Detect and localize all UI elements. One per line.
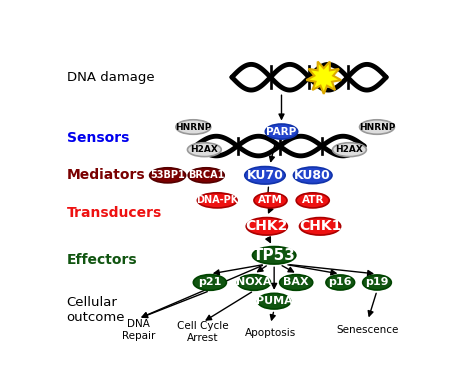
Text: TP53: TP53 — [253, 248, 296, 263]
Ellipse shape — [245, 167, 285, 184]
Text: Cellular
outcome: Cellular outcome — [66, 296, 125, 324]
Ellipse shape — [246, 218, 287, 235]
Text: Transducers: Transducers — [66, 206, 162, 220]
Text: HNRNP: HNRNP — [175, 123, 211, 132]
Ellipse shape — [293, 167, 332, 183]
Text: 53BP1: 53BP1 — [150, 170, 185, 180]
Text: Cell Cycle
Arrest: Cell Cycle Arrest — [177, 321, 228, 343]
Text: Sensors: Sensors — [66, 131, 129, 145]
Text: HNRNP: HNRNP — [359, 123, 395, 132]
Text: CHK1: CHK1 — [299, 220, 341, 233]
Text: BRCA1: BRCA1 — [188, 170, 224, 180]
Ellipse shape — [176, 120, 211, 134]
Ellipse shape — [253, 247, 296, 264]
Text: Apoptosis: Apoptosis — [245, 328, 296, 338]
Text: p16: p16 — [328, 278, 352, 287]
Ellipse shape — [254, 193, 287, 208]
Text: H2AX: H2AX — [191, 145, 219, 154]
Text: BAX: BAX — [283, 278, 309, 287]
Text: p19: p19 — [365, 278, 389, 287]
Text: KU70: KU70 — [246, 169, 283, 182]
Ellipse shape — [296, 193, 329, 208]
Ellipse shape — [300, 218, 341, 235]
Text: Effectors: Effectors — [66, 253, 137, 267]
Text: ATR: ATR — [301, 195, 324, 205]
Ellipse shape — [326, 275, 355, 290]
Text: ATM: ATM — [258, 195, 283, 205]
Text: DNA-PK: DNA-PK — [196, 195, 238, 205]
Text: NOXA: NOXA — [236, 278, 272, 287]
Ellipse shape — [363, 275, 392, 290]
Ellipse shape — [258, 293, 291, 309]
Ellipse shape — [188, 168, 224, 183]
Ellipse shape — [150, 168, 186, 183]
Text: PARP: PARP — [266, 127, 297, 136]
Text: CHK2: CHK2 — [246, 220, 288, 233]
Ellipse shape — [197, 193, 237, 208]
Text: Mediators: Mediators — [66, 168, 145, 182]
Ellipse shape — [360, 120, 394, 134]
Text: PUMA: PUMA — [256, 296, 292, 306]
Text: KU80: KU80 — [294, 169, 331, 182]
Ellipse shape — [237, 275, 271, 290]
Text: Senescence: Senescence — [337, 325, 399, 335]
Text: p21: p21 — [198, 278, 221, 287]
Polygon shape — [306, 62, 341, 94]
Ellipse shape — [193, 275, 227, 290]
Text: DNA
Repair: DNA Repair — [121, 319, 155, 341]
Ellipse shape — [333, 143, 366, 157]
Ellipse shape — [187, 143, 221, 157]
Ellipse shape — [265, 124, 298, 139]
Ellipse shape — [280, 275, 313, 290]
Text: DNA damage: DNA damage — [66, 71, 154, 84]
Text: H2AX: H2AX — [336, 145, 364, 154]
